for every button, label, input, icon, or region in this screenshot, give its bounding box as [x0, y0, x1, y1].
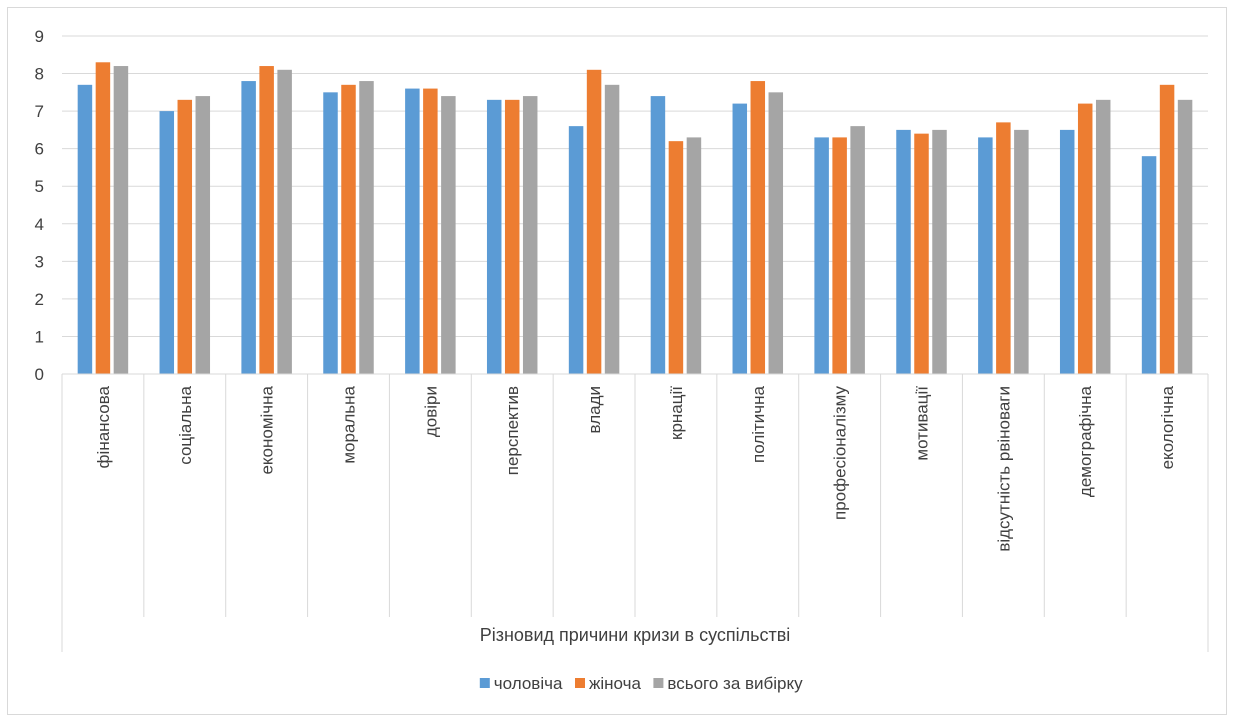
- x-category-label: мотивації: [913, 386, 932, 461]
- bar: [932, 129, 947, 374]
- legend-label: всього за вибірку: [667, 674, 803, 693]
- bar: [1077, 103, 1093, 374]
- bar: [522, 96, 538, 374]
- y-tick-label: 3: [35, 252, 44, 271]
- bar: [768, 92, 784, 374]
- bar: [896, 129, 911, 374]
- bar: [1095, 99, 1111, 374]
- y-tick-label: 4: [35, 215, 44, 234]
- bar: [177, 99, 193, 374]
- x-category-label: фінансова: [94, 385, 113, 468]
- legend-swatch: [479, 678, 490, 688]
- bar: [95, 62, 111, 375]
- y-tick-label: 8: [35, 65, 44, 84]
- legend-swatch: [575, 678, 585, 688]
- bar: [441, 96, 456, 374]
- bar: [586, 69, 602, 375]
- bar: [568, 126, 584, 374]
- y-tick-label: 7: [35, 102, 44, 121]
- bar: [259, 66, 274, 375]
- bar: [423, 88, 438, 375]
- bar: [750, 81, 766, 375]
- bar: [504, 99, 520, 374]
- x-category-label: моральна: [340, 385, 359, 463]
- y-tick-label: 1: [35, 327, 44, 346]
- x-category-label: професіоналізму: [831, 386, 850, 520]
- bar: [359, 81, 374, 375]
- y-axis-ticks: 0 1 2 3 4 5 6 7 8 9: [35, 27, 44, 384]
- bar: [195, 96, 211, 374]
- legend: чоловіча жіноча всього за вибірку: [479, 674, 803, 693]
- bar: [1141, 156, 1157, 374]
- x-category-label: відсутність рвіноваги: [994, 386, 1013, 552]
- x-axis-categories: фінансова соціальна економічна моральна дові…: [94, 385, 1177, 551]
- gridlines: [62, 35, 1208, 337]
- bar: [277, 69, 292, 375]
- bar: [832, 137, 847, 374]
- x-axis-title: Різновид причини кризи в суспільстві: [480, 625, 791, 645]
- bar: [914, 133, 929, 374]
- bar: [668, 141, 684, 374]
- x-category-label: влади: [585, 386, 604, 433]
- bar: [814, 137, 829, 374]
- x-category-label: соціальна: [176, 385, 195, 464]
- legend-swatch: [653, 678, 664, 688]
- bar: [159, 111, 175, 374]
- legend-label: жіноча: [589, 674, 641, 693]
- bar: [604, 84, 620, 375]
- x-category-label: політична: [749, 385, 768, 463]
- bar: [241, 81, 256, 375]
- y-tick-label: 0: [35, 365, 44, 384]
- bar: [341, 84, 356, 375]
- y-tick-label: 2: [35, 290, 44, 309]
- bar: [978, 137, 993, 374]
- legend-label: чоловіча: [494, 674, 563, 693]
- bar: [323, 92, 338, 374]
- bar: [1177, 99, 1193, 374]
- bar: [1014, 129, 1029, 374]
- x-category-label: крнації: [667, 386, 686, 440]
- y-tick-label: 6: [35, 140, 44, 159]
- bar: [486, 99, 502, 374]
- bar: [732, 103, 748, 374]
- bar: [686, 137, 702, 374]
- bar: [77, 84, 93, 375]
- bar: [650, 96, 666, 374]
- bar: [1059, 129, 1075, 374]
- x-category-label: екологічна: [1158, 385, 1177, 469]
- x-category-label: демографічна: [1076, 385, 1095, 497]
- bar: [850, 126, 865, 374]
- bar: [996, 122, 1011, 374]
- bars: [77, 62, 1193, 375]
- bar: [1159, 84, 1175, 375]
- x-category-label: перспектив: [503, 386, 522, 475]
- y-tick-label: 5: [35, 177, 44, 196]
- x-category-label: економічна: [258, 385, 277, 474]
- x-category-label: довіри: [421, 386, 440, 437]
- bar: [113, 66, 129, 375]
- bar: [405, 88, 420, 375]
- axis-lines: [61, 373, 1209, 652]
- y-tick-label: 9: [35, 27, 44, 46]
